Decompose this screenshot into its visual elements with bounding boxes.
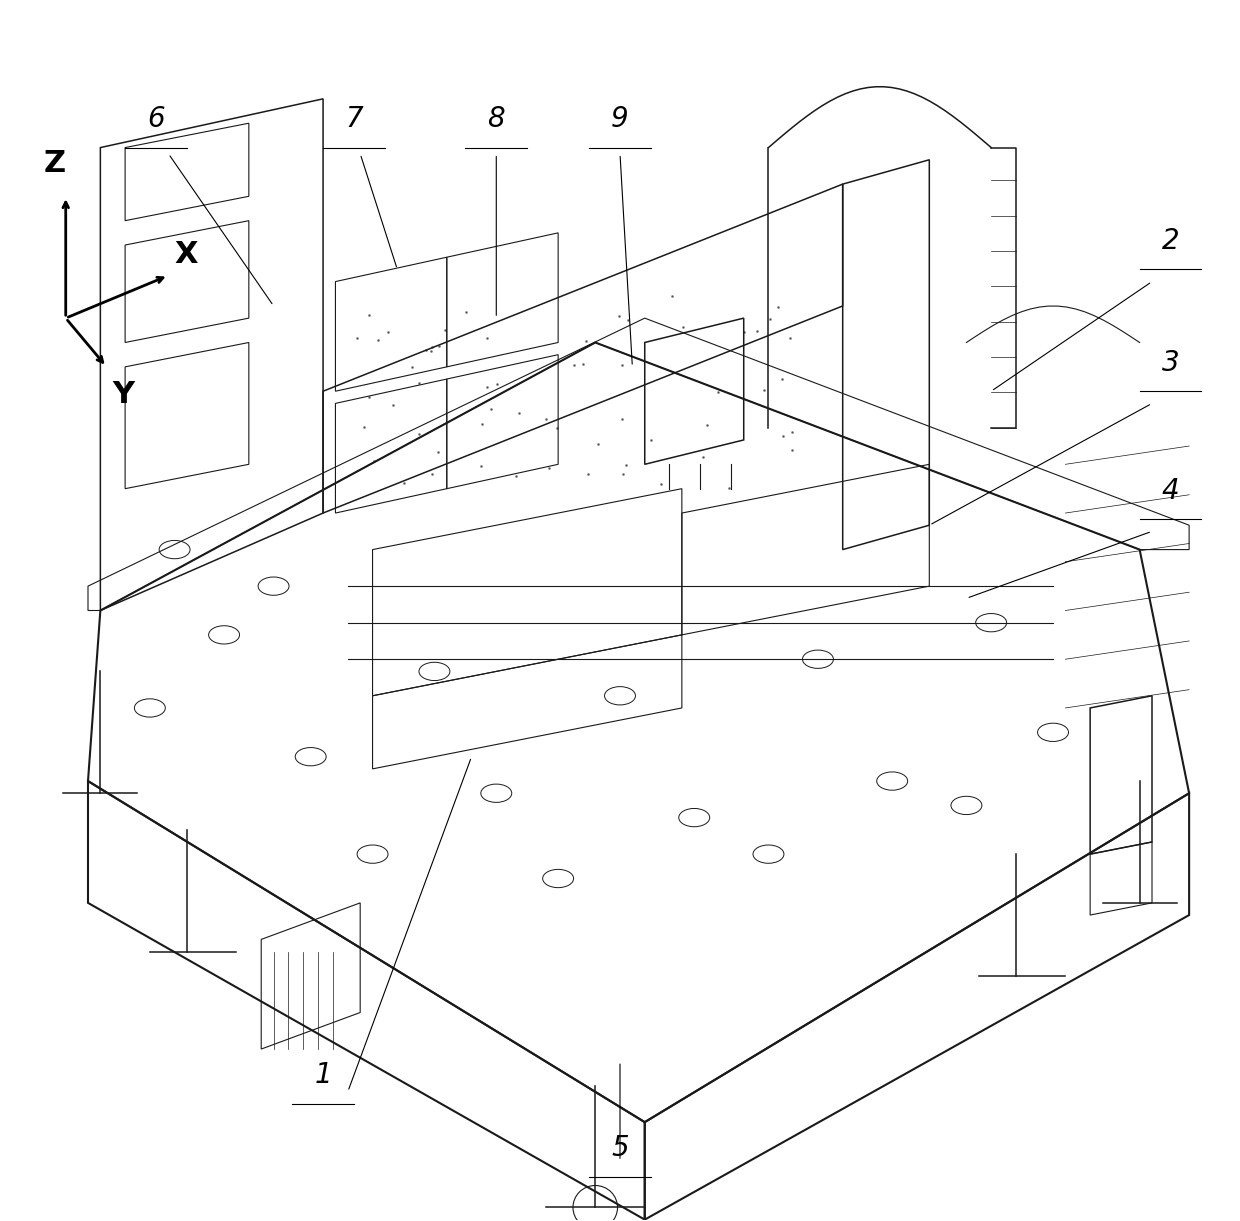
Point	[547, 419, 567, 438]
Text: Y: Y	[113, 381, 135, 409]
Point	[456, 302, 476, 321]
Point	[760, 309, 780, 328]
Point	[618, 310, 637, 330]
Point	[435, 320, 455, 339]
Point	[402, 358, 422, 377]
Point	[510, 403, 529, 422]
Point	[780, 328, 800, 348]
Text: Z: Z	[43, 149, 66, 178]
Point	[428, 442, 448, 462]
Point	[409, 424, 429, 443]
Point	[588, 435, 608, 454]
Point	[782, 441, 802, 460]
Text: 2: 2	[1162, 227, 1179, 255]
Text: 3: 3	[1162, 349, 1179, 376]
Point	[613, 409, 632, 429]
Point	[471, 414, 491, 433]
Point	[616, 455, 636, 475]
Point	[611, 355, 631, 375]
Point	[773, 426, 792, 446]
Point	[575, 332, 595, 352]
Point	[477, 377, 497, 397]
Text: 6: 6	[148, 105, 165, 133]
Point	[365, 452, 384, 471]
Point	[768, 298, 787, 317]
Point	[429, 337, 449, 357]
Point	[536, 409, 556, 429]
Point	[471, 457, 491, 476]
Point	[613, 464, 632, 484]
Point	[477, 328, 497, 348]
Point	[368, 331, 388, 350]
Point	[422, 337, 441, 357]
Point	[423, 464, 443, 484]
Point	[748, 321, 768, 341]
Text: X: X	[175, 241, 198, 270]
Point	[609, 306, 629, 326]
Point	[651, 474, 671, 493]
Point	[781, 422, 801, 442]
Point	[573, 354, 593, 374]
Point	[394, 473, 414, 492]
Point	[481, 399, 501, 419]
Point	[641, 430, 661, 449]
Text: 1: 1	[314, 1061, 332, 1089]
Point	[415, 339, 435, 359]
Point	[378, 322, 398, 342]
Point	[506, 466, 526, 486]
Point	[708, 382, 728, 402]
Point	[347, 328, 367, 348]
Point	[734, 322, 754, 342]
Point	[409, 374, 429, 393]
Point	[360, 387, 379, 407]
Text: 7: 7	[345, 105, 363, 133]
Point	[358, 305, 378, 325]
Point	[673, 317, 693, 337]
Text: 4: 4	[1162, 476, 1179, 504]
Point	[383, 396, 403, 415]
Point	[662, 287, 682, 306]
Text: 5: 5	[611, 1134, 629, 1162]
Point	[422, 341, 441, 360]
Point	[539, 458, 559, 477]
Text: 9: 9	[611, 105, 629, 133]
Point	[487, 374, 507, 393]
Point	[578, 464, 598, 484]
Point	[719, 477, 739, 497]
Point	[693, 447, 713, 466]
Point	[353, 418, 373, 437]
Text: 8: 8	[487, 105, 505, 133]
Point	[697, 415, 717, 435]
Point	[773, 370, 792, 389]
Point	[754, 380, 774, 399]
Point	[564, 355, 584, 375]
